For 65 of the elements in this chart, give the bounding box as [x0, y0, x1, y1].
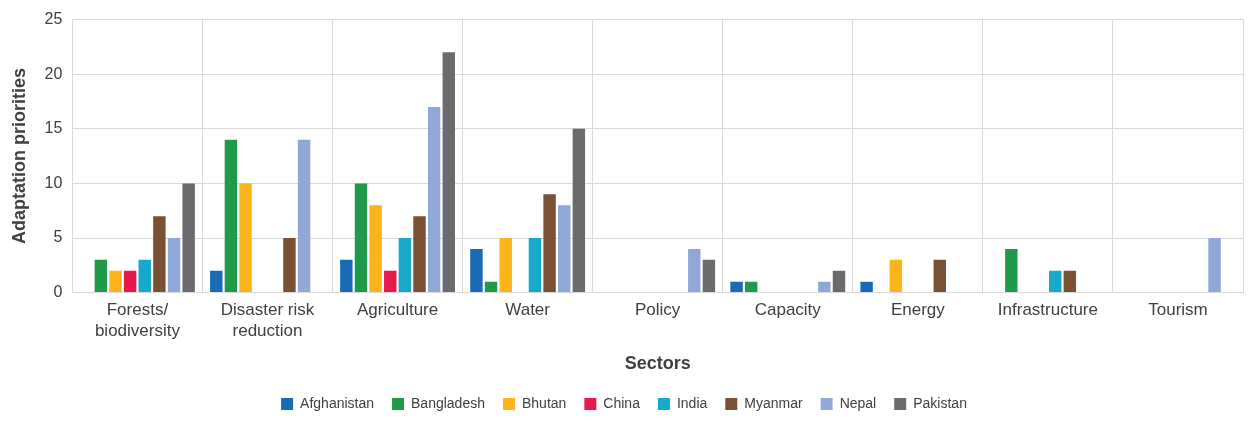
bar — [557, 205, 571, 293]
bar — [283, 238, 296, 293]
legend-label: Bangladesh — [411, 394, 485, 411]
bar — [384, 270, 397, 293]
y-tick-label: 10 — [44, 173, 63, 191]
bar — [138, 259, 151, 293]
y-tick-label: 0 — [53, 283, 63, 301]
legend-label: Nepal — [839, 394, 877, 411]
bar — [1208, 238, 1221, 293]
y-tick-label: 5 — [53, 228, 63, 246]
x-tick-label: Forests/ biodiversity — [94, 300, 181, 340]
bar — [528, 238, 542, 293]
x-tick-label: Infrastructure — [997, 300, 1098, 320]
bar — [442, 52, 455, 293]
x-tick-label: Energy — [890, 300, 946, 320]
y-tick-label: 20 — [44, 64, 63, 82]
x-axis-title: Sectors — [624, 353, 691, 374]
legend-label: Myanmar — [744, 394, 803, 411]
bar — [1049, 270, 1062, 293]
bar — [210, 270, 223, 293]
y-tick-label: 25 — [44, 10, 63, 28]
bar — [832, 270, 846, 293]
bar — [153, 216, 166, 293]
bar — [1063, 270, 1077, 293]
y-axis-title: Adaptation priorities — [8, 68, 29, 245]
bar — [239, 183, 252, 293]
bar — [167, 238, 181, 293]
legend-label: Afghanistan — [300, 394, 375, 411]
x-tick-label: Agriculture — [356, 300, 439, 320]
bar — [413, 216, 426, 293]
bar — [889, 259, 903, 293]
bar — [123, 270, 137, 293]
bar — [224, 139, 238, 293]
bar — [933, 259, 946, 293]
bar — [818, 281, 831, 293]
bar — [702, 259, 716, 293]
bar — [484, 281, 498, 293]
bar — [470, 248, 483, 293]
legend-label: China — [603, 394, 641, 411]
y-tick-label: 15 — [44, 119, 63, 137]
bar — [109, 270, 122, 293]
bar — [297, 139, 311, 293]
bar — [182, 183, 195, 293]
bar — [340, 259, 353, 293]
legend-label: Pakistan — [913, 394, 967, 411]
bar — [860, 281, 873, 293]
bar — [398, 238, 412, 293]
bar — [688, 248, 701, 293]
bar — [354, 183, 368, 293]
bar — [427, 106, 441, 293]
legend-label: Bhutan — [521, 394, 567, 411]
legend-label: India — [676, 394, 708, 411]
x-tick-label: Water — [505, 300, 551, 320]
bar — [94, 259, 108, 293]
bar — [1005, 248, 1018, 293]
bar — [499, 238, 512, 293]
x-tick-label: Disaster risk reduction — [220, 300, 315, 340]
x-tick-label: Policy — [635, 300, 681, 320]
bar — [543, 194, 556, 293]
x-tick-label: Tourism — [1148, 300, 1208, 320]
bar — [369, 205, 382, 293]
bar — [572, 128, 586, 293]
x-tick-label: Capacity — [754, 300, 822, 320]
bar — [730, 281, 743, 293]
bar — [744, 281, 758, 293]
